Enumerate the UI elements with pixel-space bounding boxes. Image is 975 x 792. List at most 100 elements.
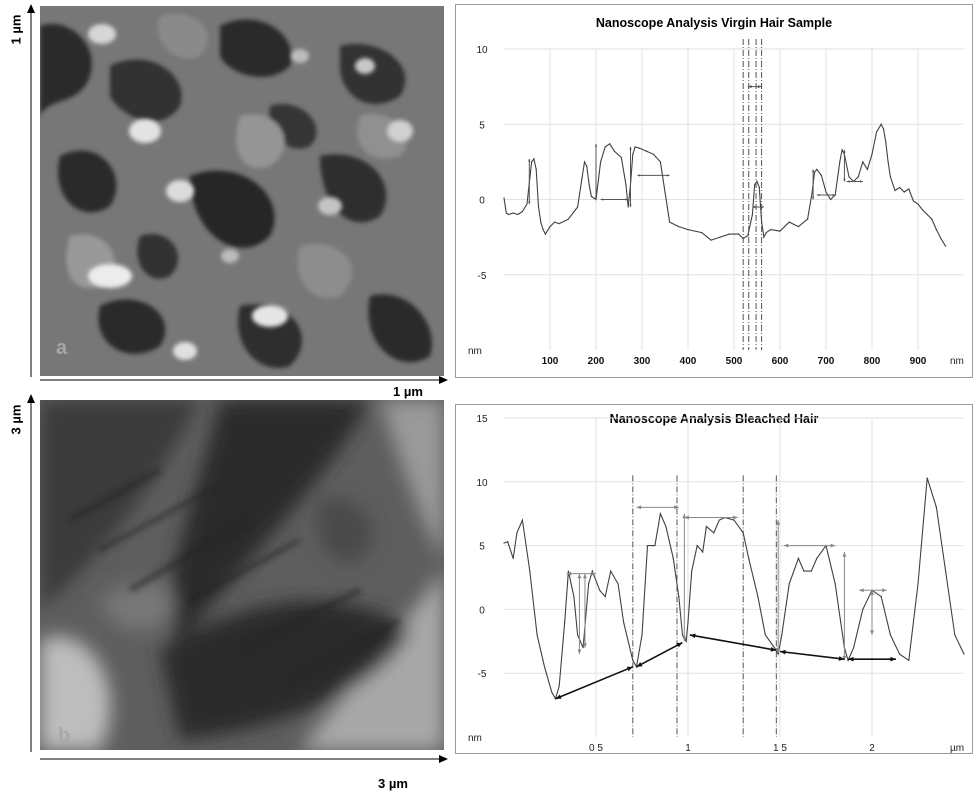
profile-point — [659, 161, 661, 163]
profile-point — [685, 640, 687, 642]
profile-point — [903, 191, 905, 193]
y-scale-label-b: 3 µm — [8, 404, 24, 435]
profile-point — [551, 691, 553, 693]
profile-point — [899, 186, 901, 189]
y-tick-label: 10 — [476, 478, 488, 489]
arrowhead — [811, 196, 815, 200]
arrowhead — [870, 630, 874, 635]
profile-point — [839, 161, 841, 163]
arrowhead — [629, 146, 632, 150]
profile-point — [917, 203, 919, 205]
x-tick-label: 400 — [680, 356, 697, 367]
profile-point — [610, 570, 612, 572]
profile-point — [604, 596, 606, 598]
profile-point — [807, 218, 809, 220]
arrowhead — [770, 646, 777, 652]
arrowhead — [577, 649, 582, 655]
profile-point — [623, 621, 625, 623]
profile-point — [940, 238, 942, 240]
profile-point — [573, 596, 575, 598]
scale-arrows-a — [27, 4, 448, 384]
profile-point — [811, 191, 813, 193]
arrowhead — [555, 694, 562, 699]
profile-point — [889, 176, 891, 178]
arrowhead — [859, 588, 864, 593]
profile-point — [758, 186, 760, 189]
x-tick-label: 800 — [864, 356, 881, 367]
line-chart-bleached-hair: Nanoscope Analysis Bleached Hair 0 5 1 1 5… — [468, 412, 965, 753]
y-axis-unit-label: nm — [468, 733, 482, 744]
profile-point — [931, 218, 933, 220]
arrowhead — [733, 515, 738, 520]
measurement-arrow — [555, 666, 634, 700]
profile-point — [600, 161, 602, 163]
profile-point — [779, 230, 781, 232]
profile-point — [765, 232, 767, 234]
profile-point — [537, 206, 540, 208]
profile-point — [713, 532, 715, 534]
profile-point — [894, 189, 896, 192]
profile-point — [678, 225, 680, 228]
y-tick-label: 5 — [479, 542, 485, 553]
profile-point — [577, 206, 579, 208]
profile-point — [908, 188, 910, 190]
x-tick-label: 300 — [634, 356, 651, 367]
afm-image-bleached-hair: b — [40, 400, 444, 750]
arrowhead — [577, 573, 582, 579]
profile-point — [588, 183, 590, 186]
profile-point — [577, 634, 579, 636]
profile-point — [816, 168, 818, 170]
profile-point — [926, 477, 928, 479]
arrowhead — [689, 633, 696, 639]
profile-point — [701, 232, 703, 234]
arrowhead — [674, 505, 679, 510]
x-tick-label: 1 5 — [773, 743, 787, 753]
y-scale-label-a: 1 µm — [8, 14, 24, 45]
profile-point — [588, 583, 590, 585]
scale-arrows-b — [27, 394, 448, 763]
measurement-arrow — [689, 634, 777, 652]
arrowhead — [682, 513, 687, 519]
profile-point — [757, 596, 759, 598]
profile-point — [840, 621, 842, 623]
profile-point — [834, 583, 836, 585]
chart-panel-bleached-hair: Nanoscope Analysis Bleached Hair 0 5 1 1 5… — [455, 404, 973, 754]
profile-point — [590, 195, 592, 198]
profile-point — [777, 653, 779, 655]
profile-point — [738, 233, 740, 235]
image-letter-a: a — [56, 337, 68, 359]
profile-point — [505, 212, 507, 214]
profile-point — [521, 210, 523, 213]
x-tick-label: 500 — [726, 356, 743, 367]
profile-point — [862, 161, 864, 163]
arrowhead — [832, 193, 836, 197]
arrowhead — [566, 571, 572, 576]
afm-image-virgin-hair: a — [40, 6, 444, 376]
profile-point — [756, 180, 758, 183]
profile-point — [512, 557, 514, 559]
profile-point — [583, 161, 586, 163]
profile-point — [816, 557, 818, 559]
y-tick-label: 0 — [479, 605, 485, 616]
profile-point — [516, 532, 518, 534]
arrowhead — [600, 198, 604, 201]
profile-point — [810, 570, 812, 572]
arrowhead — [848, 656, 854, 662]
profile-point — [646, 150, 648, 152]
profile-point — [639, 147, 641, 149]
profile-point — [533, 158, 535, 160]
profile-point — [847, 659, 849, 662]
profile-point — [853, 647, 855, 649]
arrowhead — [776, 520, 781, 525]
profile-point — [917, 583, 919, 585]
arrowhead — [594, 143, 598, 147]
arrowhead — [783, 543, 789, 548]
arrowhead — [528, 158, 531, 162]
arrowhead — [684, 515, 689, 520]
chart-panel-virgin-hair: Nanoscope Analysis Virgin Hair Sample 10… — [455, 4, 973, 378]
profile-point — [935, 506, 937, 508]
arrowhead — [636, 662, 643, 667]
profile-point — [508, 213, 510, 216]
arrowhead — [629, 204, 632, 208]
arrowhead — [626, 666, 633, 672]
